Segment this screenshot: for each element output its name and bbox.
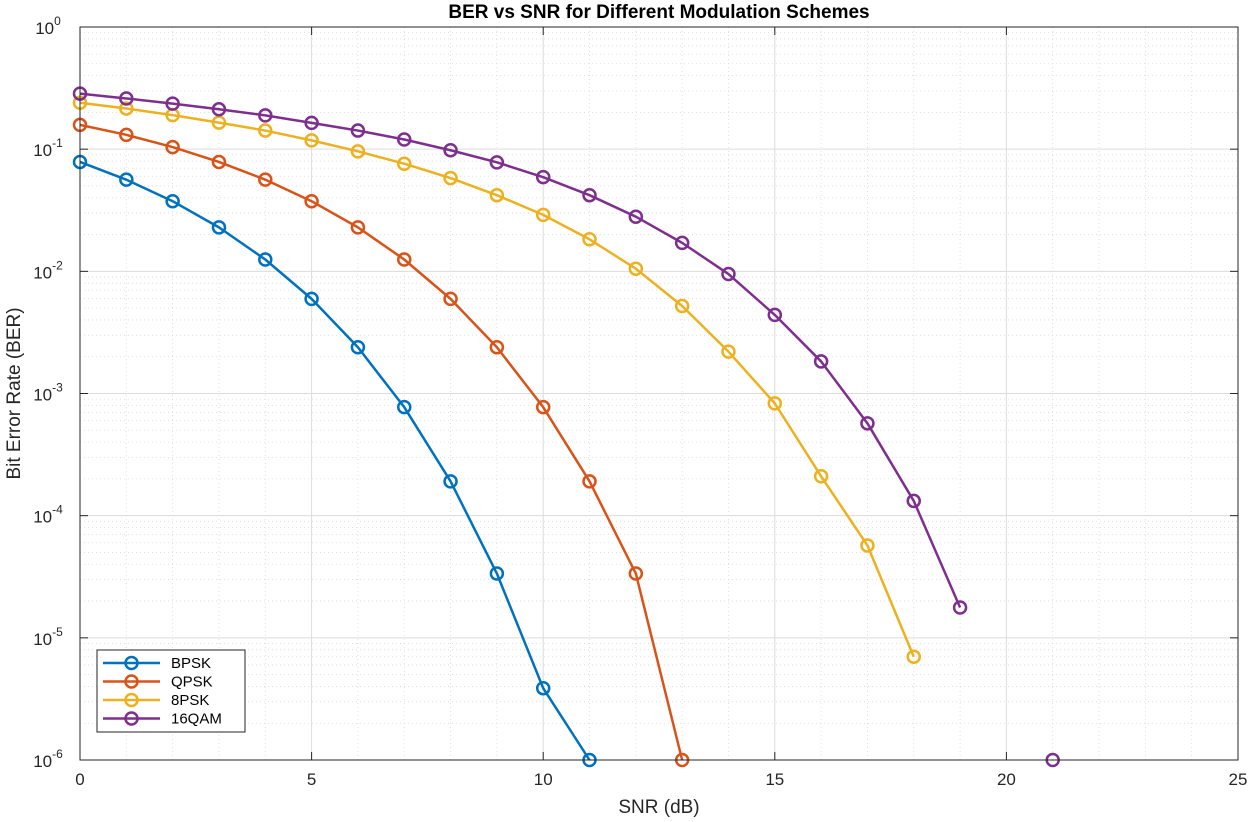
- data-point: [350, 220, 366, 235]
- data-point: [860, 416, 875, 431]
- data-point: [165, 193, 180, 209]
- y-tick-label: 100: [35, 14, 61, 38]
- data-point: [767, 396, 783, 411]
- x-tick-label: 5: [307, 770, 316, 789]
- y-tick-label: 10-5: [33, 625, 63, 649]
- major-grid: [80, 27, 1238, 760]
- data-point: [211, 220, 227, 235]
- data-point: [119, 127, 134, 143]
- data-point: [489, 566, 505, 581]
- y-axis-label: Bit Error Rate (BER): [4, 307, 25, 479]
- x-tick-label: 20: [997, 770, 1016, 789]
- data-point: [582, 474, 597, 489]
- series-line: [79, 101, 915, 658]
- data-point: [258, 123, 273, 138]
- data-point: [489, 155, 505, 170]
- data-point: [813, 354, 829, 369]
- data-point: [119, 172, 134, 187]
- legend-item: BPSK: [103, 655, 211, 672]
- data-point: [535, 169, 551, 185]
- series-bpsk: [72, 154, 597, 768]
- data-point: [443, 142, 458, 158]
- data-point: [860, 538, 875, 553]
- data-point: [906, 649, 922, 665]
- legend-label: 16QAM: [171, 711, 222, 728]
- series-qpsk: [72, 117, 690, 768]
- legend-label: 8PSK: [171, 692, 209, 709]
- y-tick-label: 10-2: [33, 258, 63, 282]
- legend-item: QPSK: [103, 674, 213, 691]
- data-point: [443, 291, 458, 307]
- data-point: [767, 307, 783, 323]
- data-point: [721, 266, 736, 282]
- data-point: [211, 154, 227, 170]
- y-tick-label: 10-6: [33, 747, 63, 771]
- legend-label: BPSK: [171, 655, 211, 672]
- data-point: [211, 102, 227, 117]
- data-point: [350, 123, 366, 138]
- data-point: [304, 133, 319, 148]
- data-point: [582, 232, 597, 247]
- legend-marker: [124, 711, 139, 726]
- series-line: [79, 160, 591, 761]
- data-point: [396, 156, 412, 171]
- data-point: [582, 187, 597, 203]
- data-point: [489, 340, 505, 355]
- data-point: [489, 187, 505, 203]
- data-point: [535, 399, 551, 415]
- series-line: [79, 123, 684, 761]
- data-point: [350, 144, 366, 159]
- data-point: [304, 115, 319, 131]
- y-tick-label: 10-4: [33, 503, 63, 527]
- data-point: [443, 170, 458, 186]
- data-point: [119, 91, 134, 106]
- legend-item: 8PSK: [103, 692, 209, 709]
- data-point: [721, 344, 736, 359]
- legend-marker: [124, 674, 139, 689]
- data-point: [674, 298, 690, 314]
- data-point: [628, 261, 644, 276]
- data-point: [813, 469, 829, 484]
- data-point: [350, 340, 366, 355]
- x-tick-label: 25: [1229, 770, 1248, 789]
- minor-grid: [80, 27, 1238, 760]
- legend-label: QPSK: [171, 674, 213, 691]
- x-axis-label: SNR (dB): [618, 797, 699, 818]
- series-line: [79, 92, 962, 609]
- data-point: [119, 101, 134, 116]
- chart-title: BER vs SNR for Different Modulation Sche…: [448, 2, 869, 23]
- data-point: [535, 680, 551, 696]
- x-tick-label: 0: [75, 770, 84, 789]
- data-point: [628, 566, 644, 581]
- data-point: [396, 132, 412, 147]
- data-point: [396, 399, 412, 415]
- data-point: [258, 108, 273, 123]
- data-point: [304, 193, 319, 209]
- x-tick-label: 10: [534, 770, 553, 789]
- series-8psk: [72, 95, 922, 665]
- data-point: [952, 600, 968, 615]
- x-tick-label: 15: [765, 770, 784, 789]
- data-point: [304, 291, 319, 307]
- legend-item: 16QAM: [103, 711, 222, 728]
- y-tick-label: 10-3: [33, 381, 63, 405]
- data-point: [906, 493, 922, 509]
- data-point: [674, 235, 690, 251]
- data-point: [535, 207, 551, 223]
- data-point: [165, 139, 180, 155]
- data-point: [165, 96, 180, 111]
- data-point: [211, 115, 227, 130]
- legend-marker: [124, 655, 139, 671]
- data-point: [258, 172, 273, 187]
- y-tick-label: 10-1: [33, 136, 63, 160]
- data-point: [443, 474, 458, 489]
- data-point: [396, 252, 412, 267]
- data-point: [628, 209, 644, 224]
- data-point: [258, 252, 273, 267]
- axis-ticks: 0 5 10 15 20 25 100 10-1 10-2 10-3 10-4 10-5 10-6: [33, 14, 1247, 789]
- legend-marker: [124, 692, 139, 708]
